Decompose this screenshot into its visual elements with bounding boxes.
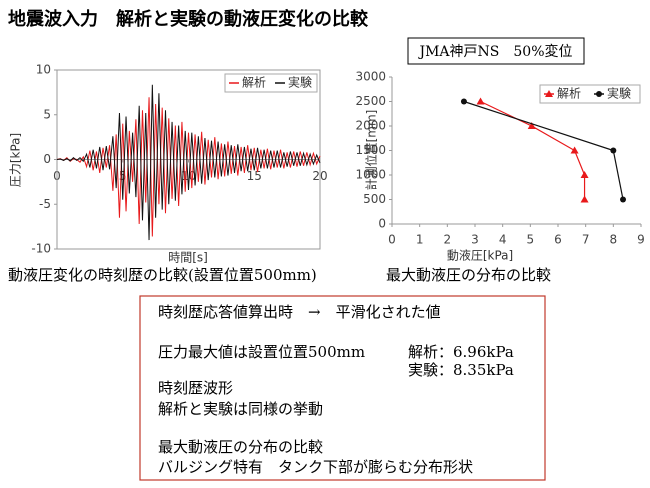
legend-label: 解析	[242, 76, 266, 90]
x-tick-label: 6	[554, 233, 562, 247]
series-line	[56, 84, 321, 241]
y-tick-label: 500	[363, 192, 386, 206]
condition: JMA神戸NS 50%変位	[417, 43, 572, 60]
note-line: 解析と実験は同様の挙動	[158, 400, 323, 418]
x-axis-label: 時間[s]	[168, 251, 208, 265]
x-tick-label: 2	[444, 233, 452, 247]
legend-box	[539, 84, 641, 104]
y-tick-label: 0	[378, 217, 386, 231]
series-line	[463, 100, 624, 200]
marker	[580, 195, 589, 203]
legend-label: 実験	[607, 86, 631, 101]
marker	[476, 97, 485, 105]
x-tick-label: 5	[527, 233, 535, 247]
note-line: 最大動液圧の分布の比較	[158, 438, 323, 456]
note-result: 解析：6.96kPa	[408, 343, 514, 361]
y-axis-label: 圧力[kPa]	[9, 133, 23, 187]
x-tick-label: 7	[582, 233, 590, 247]
marker	[545, 90, 553, 97]
legend-box	[224, 73, 318, 93]
marker	[620, 196, 627, 203]
series-line	[56, 97, 321, 237]
caption: 最大動液圧の分布の比較	[386, 266, 551, 284]
x-tick-label: 5	[119, 169, 127, 183]
y-tick-label: 10	[36, 63, 51, 77]
y-tick-label: 1000	[355, 168, 386, 182]
marker	[527, 122, 536, 129]
x-tick-label: 1	[416, 233, 424, 247]
note-line: 圧力最大値は設置位置500mm	[158, 343, 365, 361]
x-tick-label: 4	[499, 233, 507, 247]
legend-label: 解析	[557, 87, 581, 101]
series-line	[480, 100, 586, 200]
note-result: 実験：8.35kPa	[408, 361, 514, 379]
y-tick-label: 5	[43, 107, 51, 121]
condition-box	[407, 37, 585, 65]
y-tick-label: 1500	[355, 143, 386, 157]
x-tick-label: 9	[637, 233, 645, 247]
y-tick-label: -5	[39, 197, 51, 211]
y-tick-label: 0	[43, 152, 51, 166]
note-line: 時刻歴波形	[158, 379, 233, 397]
marker	[570, 146, 579, 154]
marker	[596, 91, 602, 97]
y-tick-label: 2500	[355, 94, 386, 108]
note-line: バルジング特有 タンク下部が膨らむ分布形状	[158, 458, 473, 476]
marker	[580, 171, 589, 178]
legend-label: 実験	[288, 75, 312, 90]
y-tick-label: 3000	[355, 70, 386, 84]
x-axis-label: 動液圧[kPa]	[447, 248, 513, 263]
marker	[610, 147, 617, 154]
x-tick-label: 20	[312, 169, 327, 183]
marker	[460, 98, 467, 105]
slide-title: 地震波入力 解析と実験の動液圧変化の比較	[8, 8, 369, 30]
x-tick-label: 0	[388, 233, 396, 247]
x-tick-label: 15	[247, 169, 262, 183]
x-tick-label: 8	[610, 233, 618, 247]
chart: 0 500 1000 1500 2000 2500 3000 0 1 2 3 4 5 6 7 8 9 動液圧[kP…	[355, 70, 644, 263]
note-line: 時刻歴応答値算出時 → 平滑化された値	[158, 303, 441, 321]
notes-box	[139, 295, 546, 481]
y-tick-label: -10	[31, 242, 51, 256]
x-tick-label: 3	[471, 233, 479, 247]
y-axis-label: 計測位置[mm]	[364, 110, 379, 191]
caption: 動液圧変化の時刻歴の比較(設置位置500mm)	[8, 266, 317, 284]
y-tick-label: 2000	[355, 119, 386, 133]
